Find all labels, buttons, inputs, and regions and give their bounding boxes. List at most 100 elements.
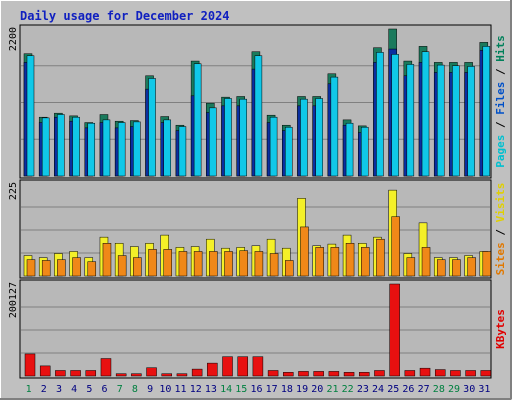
bar-sites <box>41 260 51 277</box>
bar-sites <box>421 247 431 277</box>
bar-sites <box>117 255 127 277</box>
bar-pages <box>209 107 217 177</box>
x-tick-label: 15 <box>235 384 247 395</box>
bar-sites <box>300 226 309 277</box>
bar-pages <box>482 46 491 177</box>
series-axis-label-part-1: / <box>494 222 507 242</box>
x-tick-label: 7 <box>117 384 123 395</box>
x-tick-label: 10 <box>159 384 171 395</box>
bar-pages <box>330 76 339 177</box>
bar-kbytes <box>55 370 66 377</box>
bar-pages <box>163 119 171 177</box>
x-tick-label: 12 <box>190 384 202 395</box>
bar-kbytes <box>39 365 51 377</box>
x-tick-label: 19 <box>296 384 308 395</box>
bar-sites <box>361 247 370 277</box>
bar-sites <box>57 259 66 277</box>
bar-kbytes <box>252 356 264 377</box>
bar-kbytes <box>115 373 127 377</box>
x-tick-label: 29 <box>448 384 460 395</box>
x-tick-label: 13 <box>205 384 217 395</box>
bar-pages <box>178 126 187 177</box>
bar-sites <box>239 250 248 277</box>
bar-kbytes <box>161 373 172 377</box>
bar-kbytes <box>480 370 492 377</box>
bar-kbytes <box>131 373 142 377</box>
y-max-label: 225 <box>8 182 19 200</box>
bar-pages <box>254 55 263 177</box>
bar-pages <box>102 119 111 177</box>
bar-kbytes <box>434 369 446 377</box>
bar-pages <box>224 98 232 177</box>
bar-kbytes <box>283 372 294 377</box>
bar-kbytes <box>389 283 400 377</box>
bar-kbytes <box>100 358 112 377</box>
bar-pages <box>26 55 35 177</box>
x-tick-label: 6 <box>102 384 108 395</box>
bar-kbytes <box>176 373 188 377</box>
bar-kbytes <box>70 370 81 377</box>
x-tick-label: 2 <box>41 384 47 395</box>
series-axis-label-part-2: Files <box>494 82 507 115</box>
x-tick-label: 30 <box>463 384 475 395</box>
bar-sites <box>72 257 81 277</box>
x-tick-label: 31 <box>478 384 490 395</box>
bar-pages <box>285 126 293 177</box>
bar-sites <box>376 238 385 277</box>
bar-pages <box>193 63 202 177</box>
y-max-label: 2200 <box>8 27 19 51</box>
bar-pages <box>421 51 430 177</box>
x-tick-label: 11 <box>175 384 187 395</box>
bar-sites <box>26 259 36 277</box>
x-tick-label: 3 <box>56 384 62 395</box>
bar-sites <box>178 251 188 277</box>
x-tick-label: 28 <box>433 384 445 395</box>
x-tick-label: 22 <box>342 384 354 395</box>
x-tick-label: 20 <box>311 384 323 395</box>
series-axis-label-part-4: Hits <box>494 35 507 62</box>
series-axis-label-part-2: Visits <box>494 183 507 223</box>
bar-kbytes <box>343 372 355 377</box>
bar-pages <box>361 126 369 177</box>
bar-pages <box>345 122 354 177</box>
bar-kbytes <box>328 371 340 377</box>
bar-sites <box>254 251 264 277</box>
bar-kbytes <box>85 370 97 377</box>
bar-sites <box>467 257 476 277</box>
bar-sites <box>163 249 172 277</box>
bar-pages <box>41 117 50 177</box>
bar-pages <box>315 98 323 177</box>
bar-pages <box>406 64 415 177</box>
x-tick-label: 25 <box>387 384 399 395</box>
series-axis-label: Sites / Visits <box>494 183 507 276</box>
bar-kbytes <box>419 367 431 377</box>
x-tick-label: 8 <box>132 384 138 395</box>
series-axis-label-part-1: / <box>494 115 507 135</box>
bar-kbytes <box>24 353 36 377</box>
x-tick-label: 4 <box>71 384 77 395</box>
bar-pages <box>436 64 445 177</box>
x-tick-label: 18 <box>281 384 293 395</box>
bar-sites <box>87 261 97 277</box>
bar-pages <box>452 65 460 177</box>
series-axis-label-part-0: Sites <box>494 242 507 275</box>
x-tick-label: 1 <box>26 384 32 395</box>
bar-sites <box>193 251 203 277</box>
bar-pages <box>239 98 247 177</box>
bar-pages <box>117 122 126 177</box>
x-tick-label: 5 <box>86 384 92 395</box>
bar-sites <box>436 259 446 277</box>
bar-pages <box>87 122 96 177</box>
x-tick-label: 9 <box>147 384 153 395</box>
bar-sites <box>209 251 218 277</box>
panel-pages-files-hits: 2200 Pages / Files / Hits <box>8 24 507 179</box>
bar-kbytes <box>267 370 279 377</box>
series-axis-label-part-0: KBytes <box>494 309 507 349</box>
series-axis-label: Pages / Files / Hits <box>494 35 507 168</box>
bar-sites <box>133 257 142 277</box>
bar-sites <box>285 260 294 277</box>
bar-pages <box>467 66 475 177</box>
bar-pages <box>391 54 399 177</box>
x-tick-label: 23 <box>357 384 369 395</box>
bar-pages <box>57 114 65 177</box>
